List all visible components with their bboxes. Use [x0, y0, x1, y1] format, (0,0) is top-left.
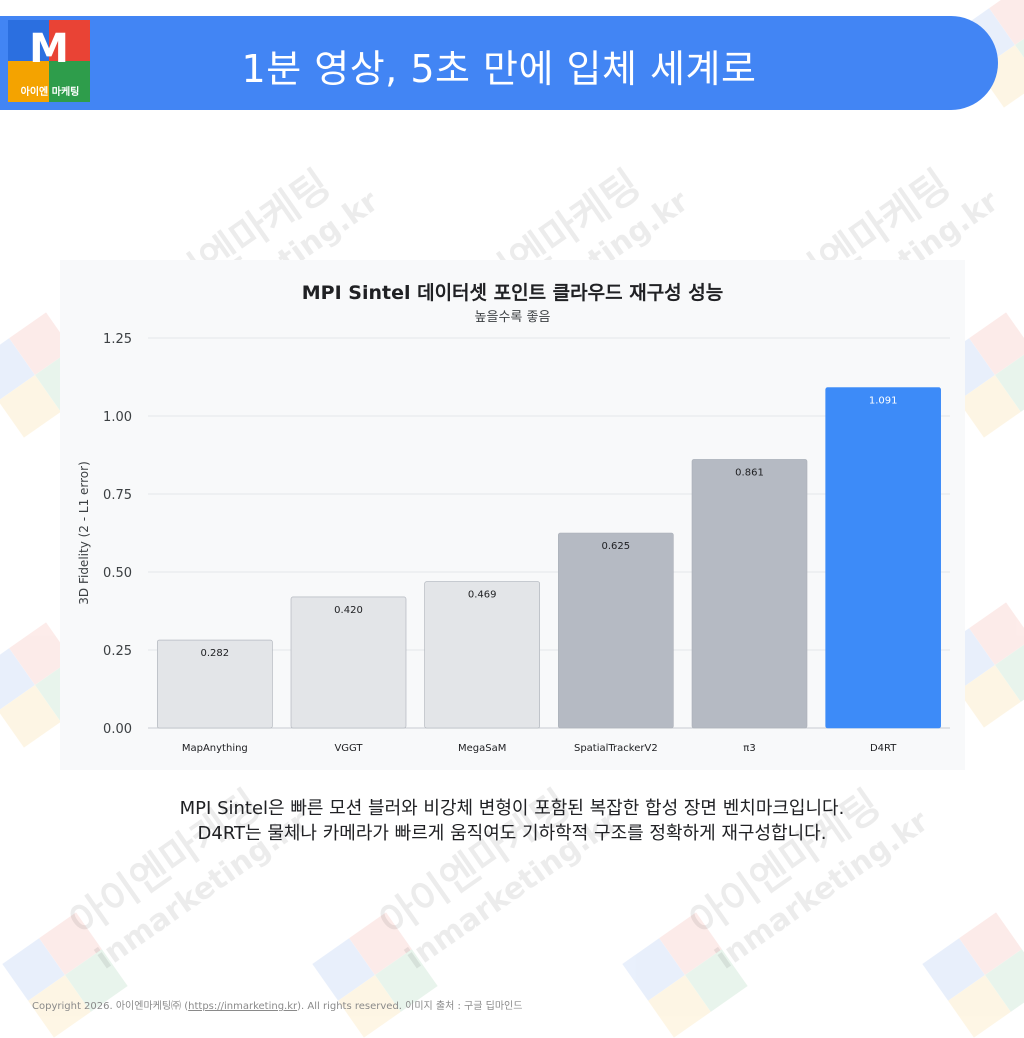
watermark-logo-square: [648, 975, 711, 1038]
data-label: 0.469: [468, 590, 497, 601]
watermark-logo-square: [2, 938, 66, 1001]
watermark-logo-square: [969, 602, 1024, 665]
watermark-logo: [622, 912, 748, 1038]
data-label: 0.625: [602, 541, 631, 552]
y-tick-label: 0.25: [103, 644, 132, 659]
y-tick-label: 1.00: [103, 410, 132, 425]
watermark-logo-square: [685, 949, 748, 1012]
watermark-logo-square: [959, 912, 1022, 975]
watermark-logo-square: [349, 912, 412, 975]
logo-brand-text: 아이엔 마케팅: [20, 87, 80, 98]
y-tick-label: 1.25: [103, 332, 132, 347]
caption-line-1: MPI Sintel은 빠른 모션 블러와 비강체 변형이 포함된 복잡한 합성…: [179, 798, 845, 819]
watermark-logo-square: [312, 938, 375, 1001]
watermark-logo: [2, 912, 128, 1038]
x-tick-label: SpatialTrackerV2: [574, 743, 658, 754]
data-label: 0.282: [201, 648, 230, 659]
y-tick-label: 0.75: [103, 488, 132, 503]
page-title: 1분 영상, 5초 만에 입체 세계로: [241, 47, 757, 91]
caption-line-2: D4RT는 물체나 카메라가 빠르게 움직여도 기하학적 구조를 정확하게 재구…: [197, 823, 827, 844]
watermark-logo-square: [0, 685, 61, 748]
watermark-logo-square: [0, 375, 61, 438]
bar: [691, 459, 808, 729]
y-tick-label: 0.50: [103, 566, 132, 581]
x-tick-label: π3: [743, 743, 755, 754]
logo-square-blue: [8, 20, 49, 61]
header-bar: 1분 영상, 5초 만에 입체 세계로: [0, 16, 998, 110]
x-tick-label: MegaSaM: [458, 743, 506, 754]
y-tick-label: 0.00: [103, 722, 132, 737]
x-tick-label: MapAnything: [182, 743, 248, 754]
chart-title: MPI Sintel 데이터셋 포인트 클라우드 재구성 성능: [301, 282, 724, 304]
data-label: 0.861: [735, 467, 764, 478]
watermark-logo-square: [995, 639, 1024, 702]
watermark-logo-square: [995, 349, 1024, 412]
watermark-logo-square: [0, 648, 36, 711]
watermark-logo-square: [985, 949, 1024, 1012]
logo-letter: M: [29, 26, 69, 72]
watermark-logo-square: [39, 912, 102, 975]
y-axis-label: 3D Fidelity (2 - L1 error): [77, 461, 91, 604]
bar: [290, 596, 407, 729]
watermark-logo-square: [0, 338, 36, 401]
bar-chart: 0.00 0.25 0.50 0.75 1.00 1.25 3D Fidelity (2 -…: [77, 332, 950, 754]
chart-panel: MPI Sintel 데이터셋 포인트 클라우드 재구성 성능 높을수록 좋음 …: [60, 260, 965, 770]
footer-prefix: Copyright 2026. 아이엔마케팅㈜ (: [32, 1001, 189, 1012]
data-label: 1.091: [869, 396, 898, 407]
watermark-logo-square: [1015, 19, 1024, 82]
copyright-footer: Copyright 2026. 아이엔마케팅㈜ (https://inmarke…: [32, 997, 522, 1012]
watermark-logo: [922, 912, 1024, 1038]
brand-logo: M 아이엔 마케팅: [8, 20, 90, 102]
watermark-logo-square: [969, 312, 1024, 375]
watermark-logo-square: [659, 912, 722, 975]
caption: MPI Sintel은 빠른 모션 블러와 비강체 변형이 포함된 복잡한 합성…: [0, 796, 1024, 846]
bar: [157, 639, 273, 729]
footer-link[interactable]: https://inmarketing.kr: [188, 1001, 298, 1012]
data-label: 0.420: [334, 605, 363, 616]
logo-square-orange: [8, 61, 49, 102]
bar: [825, 387, 941, 729]
x-tick-label: D4RT: [870, 743, 897, 754]
logo-square-red: [49, 20, 90, 61]
bar: [558, 532, 674, 729]
watermark-logo-square: [948, 975, 1011, 1038]
logo-square-green: [49, 61, 90, 102]
x-tick-label: VGGT: [334, 743, 363, 754]
chart-subtitle: 높을수록 좋음: [474, 310, 551, 325]
footer-suffix: ). All rights reserved. 이미지 출처 : 구글 딥마인드: [297, 1001, 523, 1012]
watermark-logo: [312, 912, 438, 1038]
watermark-logo-square: [622, 938, 685, 1001]
watermark-logo-square: [922, 938, 985, 1001]
watermark-logo-square: [958, 375, 1021, 438]
bar: [424, 581, 540, 729]
watermark-logo-square: [958, 665, 1021, 728]
